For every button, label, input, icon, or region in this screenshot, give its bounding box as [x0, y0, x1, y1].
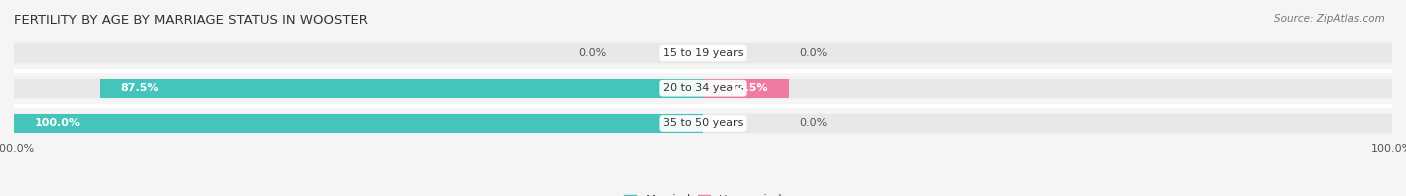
Text: FERTILITY BY AGE BY MARRIAGE STATUS IN WOOSTER: FERTILITY BY AGE BY MARRIAGE STATUS IN W…: [14, 14, 368, 27]
Text: 35 to 50 years: 35 to 50 years: [662, 118, 744, 129]
Bar: [14, 42, 1392, 64]
Text: 87.5%: 87.5%: [121, 83, 159, 93]
Bar: [14, 113, 1392, 134]
Text: 0.0%: 0.0%: [800, 118, 828, 129]
Bar: [14, 43, 1392, 63]
Text: 20 to 34 years: 20 to 34 years: [662, 83, 744, 93]
Bar: [14, 114, 1392, 133]
Text: 0.0%: 0.0%: [800, 48, 828, 58]
Legend: Married, Unmarried: Married, Unmarried: [620, 189, 786, 196]
Bar: [14, 114, 703, 133]
Bar: [14, 77, 1392, 99]
Text: 12.5%: 12.5%: [730, 83, 769, 93]
Text: 100.0%: 100.0%: [35, 118, 80, 129]
Text: 0.0%: 0.0%: [578, 48, 606, 58]
Text: 15 to 19 years: 15 to 19 years: [662, 48, 744, 58]
Bar: [100, 79, 703, 98]
Bar: [14, 79, 1392, 98]
Bar: [703, 79, 789, 98]
Text: Source: ZipAtlas.com: Source: ZipAtlas.com: [1274, 14, 1385, 24]
